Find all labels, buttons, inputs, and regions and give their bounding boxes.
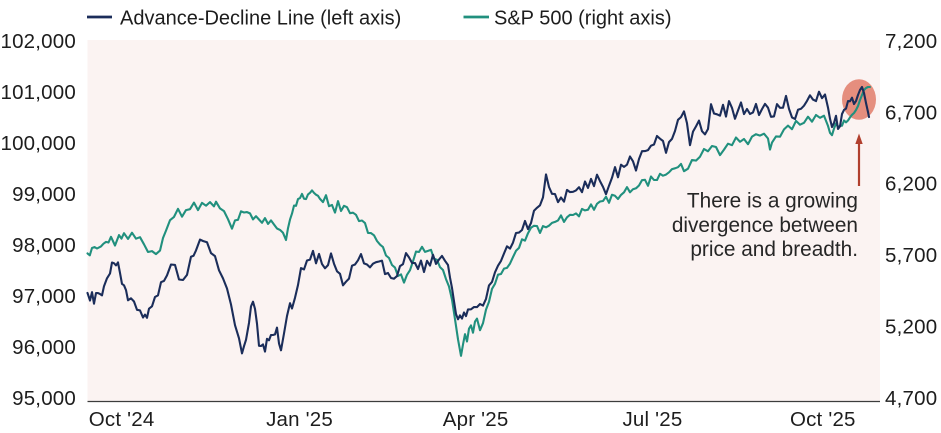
svg-text:5,200: 5,200	[885, 316, 937, 339]
svg-text:4,700: 4,700	[885, 387, 937, 410]
svg-text:divergence between: divergence between	[672, 214, 858, 237]
svg-text:5,700: 5,700	[885, 244, 937, 267]
svg-text:96,000: 96,000	[12, 336, 76, 359]
svg-text:7,200: 7,200	[885, 30, 937, 53]
svg-text:6,200: 6,200	[885, 173, 937, 196]
svg-text:Oct '25: Oct '25	[790, 408, 856, 431]
svg-text:Oct '24: Oct '24	[89, 408, 155, 431]
svg-text:There is a growing: There is a growing	[687, 190, 858, 213]
svg-text:Advance-Decline Line (left axi: Advance-Decline Line (left axis)	[120, 8, 401, 30]
svg-text:100,000: 100,000	[0, 132, 76, 155]
svg-text:Jan '25: Jan '25	[266, 408, 333, 431]
svg-text:S&P 500 (right axis): S&P 500 (right axis)	[494, 8, 672, 30]
svg-text:Jul '25: Jul '25	[622, 408, 682, 431]
svg-text:102,000: 102,000	[0, 30, 76, 53]
svg-text:price and breadth.: price and breadth.	[690, 238, 858, 261]
svg-text:6,700: 6,700	[885, 101, 937, 124]
svg-text:97,000: 97,000	[12, 285, 76, 308]
svg-text:95,000: 95,000	[12, 387, 76, 410]
svg-text:101,000: 101,000	[0, 81, 76, 104]
svg-text:99,000: 99,000	[12, 183, 76, 206]
svg-text:98,000: 98,000	[12, 234, 76, 257]
svg-text:Apr '25: Apr '25	[443, 408, 509, 431]
